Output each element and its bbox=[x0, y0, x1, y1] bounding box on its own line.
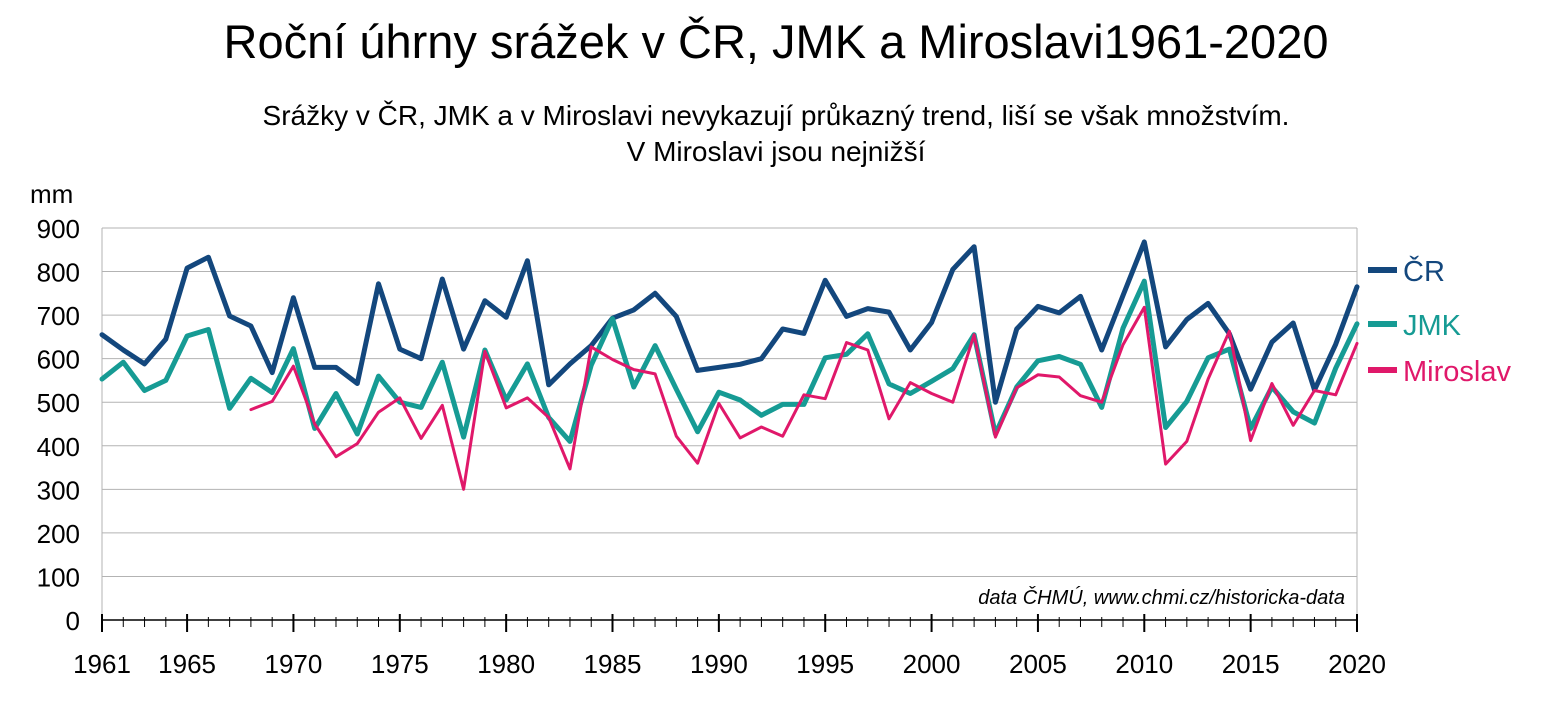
x-tick-label: 1975 bbox=[371, 649, 429, 679]
y-tick-label: 500 bbox=[37, 388, 80, 418]
x-tick-label: 1970 bbox=[265, 649, 323, 679]
y-tick-label: 200 bbox=[37, 519, 80, 549]
legend-label-2: Miroslav bbox=[1403, 356, 1511, 388]
chart-subtitle: Srážky v ČR, JMK a v Miroslavi nevykazuj… bbox=[0, 98, 1552, 170]
x-tick-label: 2000 bbox=[903, 649, 961, 679]
subtitle-line-1: Srážky v ČR, JMK a v Miroslavi nevykazuj… bbox=[262, 100, 1290, 131]
subtitle-line-2: V Miroslavi jsou nejnižší bbox=[626, 136, 926, 167]
x-tick-label: 1995 bbox=[796, 649, 854, 679]
y-tick-label: 300 bbox=[37, 475, 80, 505]
x-tick-label: 2015 bbox=[1222, 649, 1280, 679]
x-tick-label: 1961 bbox=[73, 649, 131, 679]
legend-label-0: ČR bbox=[1403, 254, 1445, 288]
y-axis-label: mm bbox=[30, 179, 73, 209]
legend-label-1: JMK bbox=[1403, 310, 1462, 342]
x-tick-label: 1965 bbox=[158, 649, 216, 679]
y-tick-label: 0 bbox=[66, 606, 80, 636]
y-tick-label: 400 bbox=[37, 432, 80, 462]
x-tick-label: 1990 bbox=[690, 649, 748, 679]
x-tick-label: 2005 bbox=[1009, 649, 1067, 679]
x-tick-label: 2020 bbox=[1328, 649, 1386, 679]
y-tick-label: 800 bbox=[37, 258, 80, 288]
chart-title: Roční úhrny srážek v ČR, JMK a Miroslavi… bbox=[223, 15, 1329, 68]
x-tick-label: 2010 bbox=[1115, 649, 1173, 679]
y-tick-label: 700 bbox=[37, 301, 80, 331]
source-annotation: data ČHMÚ, www.chmi.cz/historicka-data bbox=[978, 586, 1345, 609]
y-tick-label: 900 bbox=[37, 214, 80, 244]
x-tick-label: 1980 bbox=[477, 649, 535, 679]
y-tick-label: 100 bbox=[37, 562, 80, 592]
series-line-0 bbox=[99, 239, 1360, 405]
x-tick-label: 1985 bbox=[584, 649, 642, 679]
series-line-2 bbox=[249, 305, 1359, 491]
y-tick-label: 600 bbox=[37, 345, 80, 375]
